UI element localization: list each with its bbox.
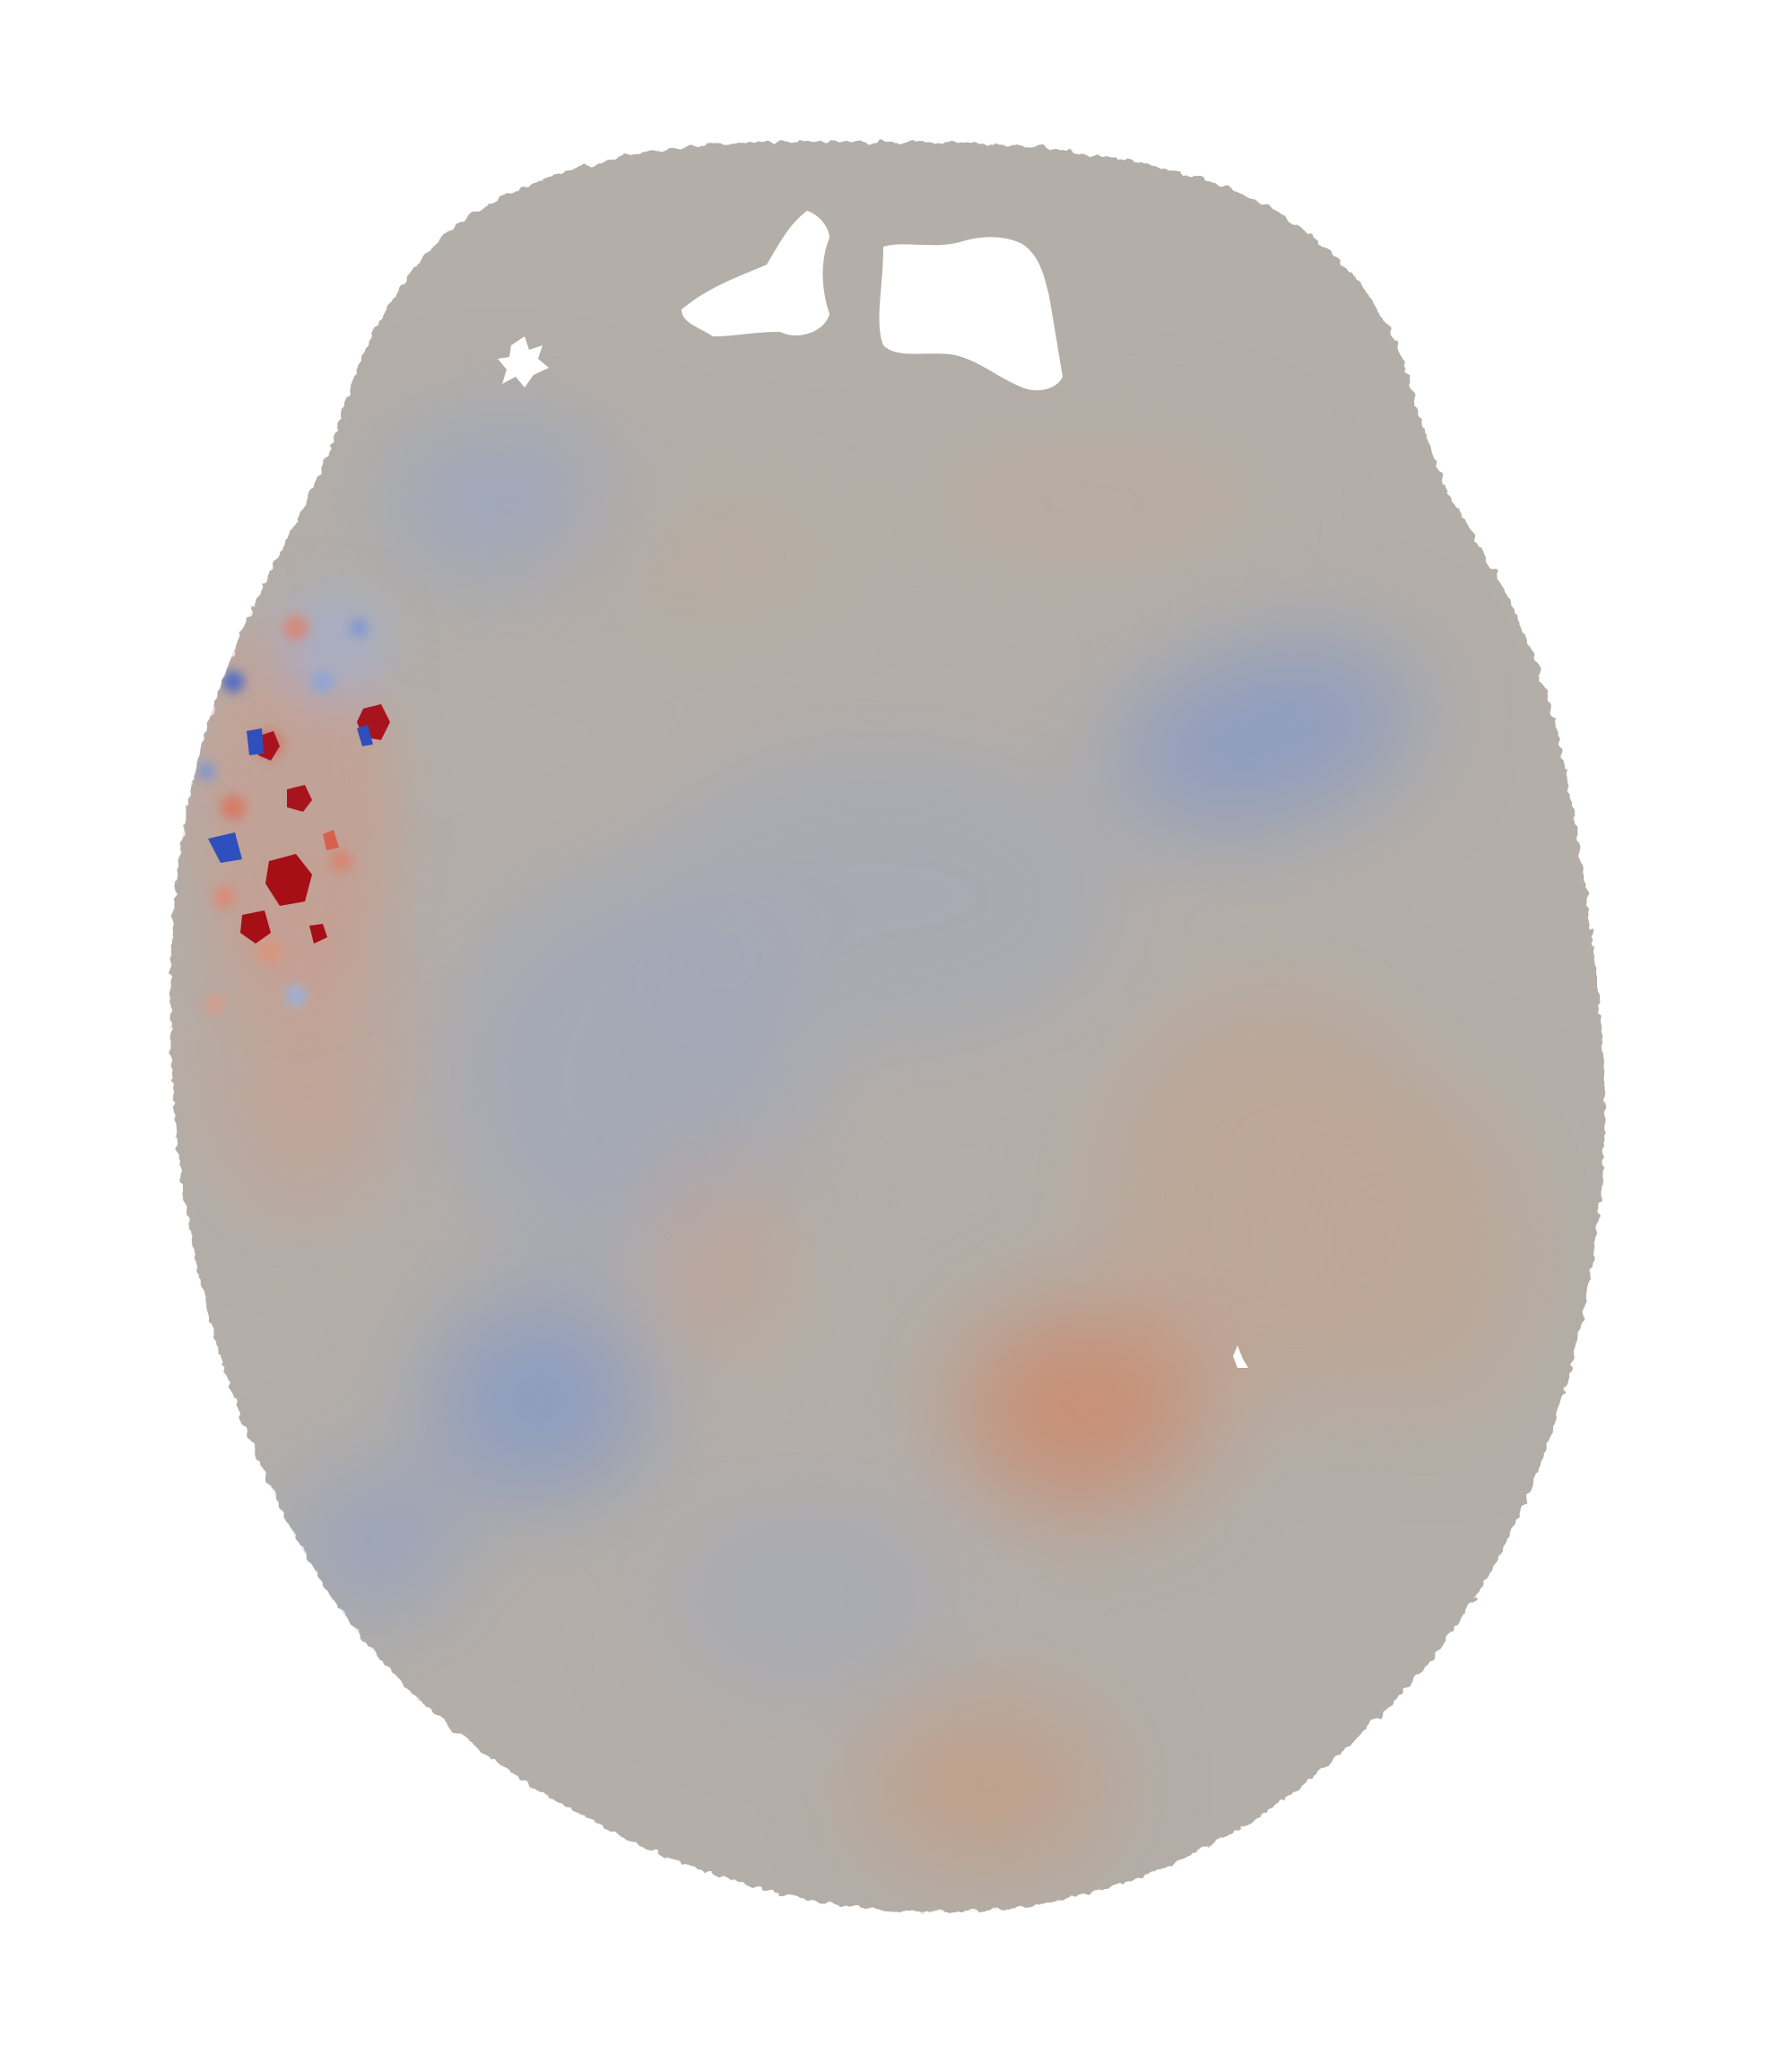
field-hotspot-cluster — [197, 592, 395, 1014]
field-holes — [498, 211, 1248, 1368]
field-smooth-regions — [224, 422, 1533, 1866]
